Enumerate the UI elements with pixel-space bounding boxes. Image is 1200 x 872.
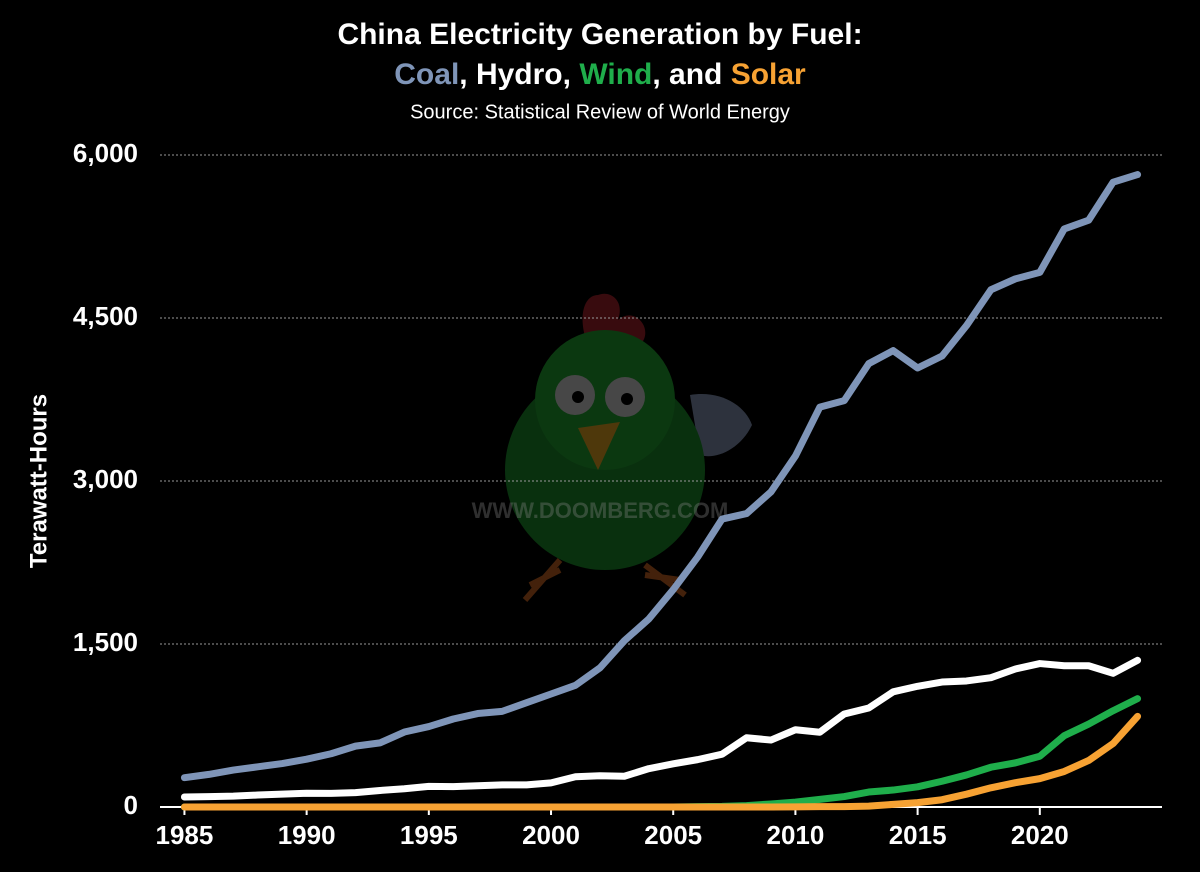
x-tick-label: 2005 — [644, 820, 702, 850]
legend-entry: Wind — [579, 58, 652, 91]
y-tick-label: 4,500 — [73, 301, 138, 331]
x-tick-label: 2010 — [766, 820, 824, 850]
x-tick-label: 1990 — [278, 820, 336, 850]
series-line — [180, 171, 1142, 782]
x-tick-label: 1985 — [156, 820, 214, 850]
title-joiner: , — [563, 58, 580, 91]
title-legend: Coal, Hydro, Wind, and Solar — [394, 58, 806, 91]
legend-entry: Hydro — [476, 58, 563, 91]
watermark-text: WWW.DOOMBERG.COM — [472, 498, 729, 523]
y-axis-label: Terawatt-Hours — [25, 394, 52, 568]
legend-entry: Coal — [394, 58, 459, 91]
title-joiner: , and — [652, 58, 730, 91]
y-tick-label: 3,000 — [73, 464, 138, 494]
y-tick-label: 6,000 — [73, 138, 138, 168]
y-tick-label: 0 — [124, 790, 138, 820]
x-tick-label: 2020 — [1011, 820, 1069, 850]
x-tick-label: 1995 — [400, 820, 458, 850]
y-tick-label: 1,500 — [73, 627, 138, 657]
chart-title: China Electricity Generation by Fuel: — [337, 18, 862, 51]
x-tick-label: 2015 — [889, 820, 947, 850]
x-tick-label: 2000 — [522, 820, 580, 850]
series-line — [180, 656, 1142, 801]
watermark-logo — [505, 293, 752, 602]
legend-entry: Solar — [731, 58, 806, 91]
series-line — [180, 712, 1142, 811]
chart-subtitle: Source: Statistical Review of World Ener… — [410, 101, 790, 123]
title-joiner: , — [459, 58, 476, 91]
